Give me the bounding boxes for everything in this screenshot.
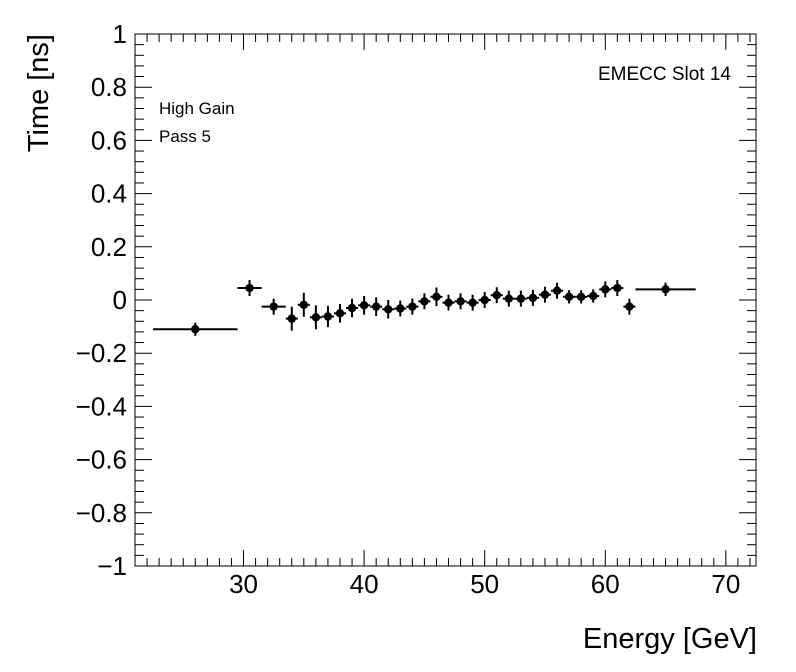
- data-point: [323, 312, 333, 321]
- gain-annotation: High Gain: [159, 99, 235, 118]
- y-axis-title: Time [ns]: [23, 34, 55, 152]
- y-tick-label: 0.6: [91, 125, 127, 155]
- y-tick-label: −0.8: [76, 498, 127, 528]
- x-tick-label: 60: [591, 569, 620, 599]
- x-tick-label: 40: [350, 569, 379, 599]
- y-tick-label: 0.4: [91, 179, 127, 209]
- data-point: [384, 305, 393, 314]
- data-point: [408, 302, 417, 311]
- data-point: [540, 290, 550, 299]
- x-tick-label: 70: [711, 569, 740, 599]
- pass-annotation: Pass 5: [159, 127, 211, 146]
- data-point: [299, 300, 309, 309]
- data-point: [191, 325, 200, 334]
- data-point: [528, 293, 538, 303]
- data-point: [613, 283, 622, 293]
- data-point: [444, 298, 453, 307]
- data-point: [359, 301, 369, 310]
- data-point: [371, 302, 381, 311]
- data-point: [269, 302, 278, 311]
- data-point: [576, 292, 586, 302]
- data-point: [468, 298, 477, 307]
- data-point: [287, 314, 296, 323]
- y-tick-label: −0.6: [76, 445, 127, 475]
- data-point: [552, 286, 562, 295]
- data-point: [601, 285, 610, 294]
- y-tick-label: 1: [113, 19, 127, 49]
- data-point: [504, 294, 514, 303]
- data-point: [347, 303, 357, 313]
- x-tick-label: 50: [470, 569, 499, 599]
- x-tick-label: 30: [229, 569, 258, 599]
- data-point: [589, 291, 598, 301]
- data-point: [625, 302, 634, 311]
- data-point: [311, 313, 321, 322]
- data-point: [661, 285, 670, 294]
- x-axis-title: Energy [GeV]: [583, 623, 757, 655]
- slot-annotation: EMECC Slot 14: [598, 64, 731, 85]
- data-point: [335, 309, 345, 318]
- y-tick-label: −1: [97, 551, 127, 581]
- y-tick-label: −0.2: [76, 338, 127, 368]
- data-point: [432, 292, 441, 302]
- y-tick-label: −0.4: [76, 391, 127, 421]
- data-point: [456, 297, 465, 306]
- data-point: [564, 292, 574, 302]
- axis-ticks: [134, 33, 756, 567]
- y-tick-label: 0.8: [91, 72, 127, 102]
- tick-labels: 30 40 50 60 70 −1 −0.8 −0.6 −0.4 −0.2 0 0.2 0.4 0.6 0.…: [76, 19, 741, 599]
- y-tick-label: 0.2: [91, 232, 127, 262]
- data-point: [516, 294, 526, 303]
- data-point: [480, 295, 489, 305]
- data-point: [492, 291, 501, 300]
- data-point: [420, 297, 429, 306]
- data-point: [245, 283, 254, 293]
- data-points: [191, 283, 670, 334]
- data-point: [396, 304, 405, 313]
- y-tick-label: 0: [113, 285, 127, 315]
